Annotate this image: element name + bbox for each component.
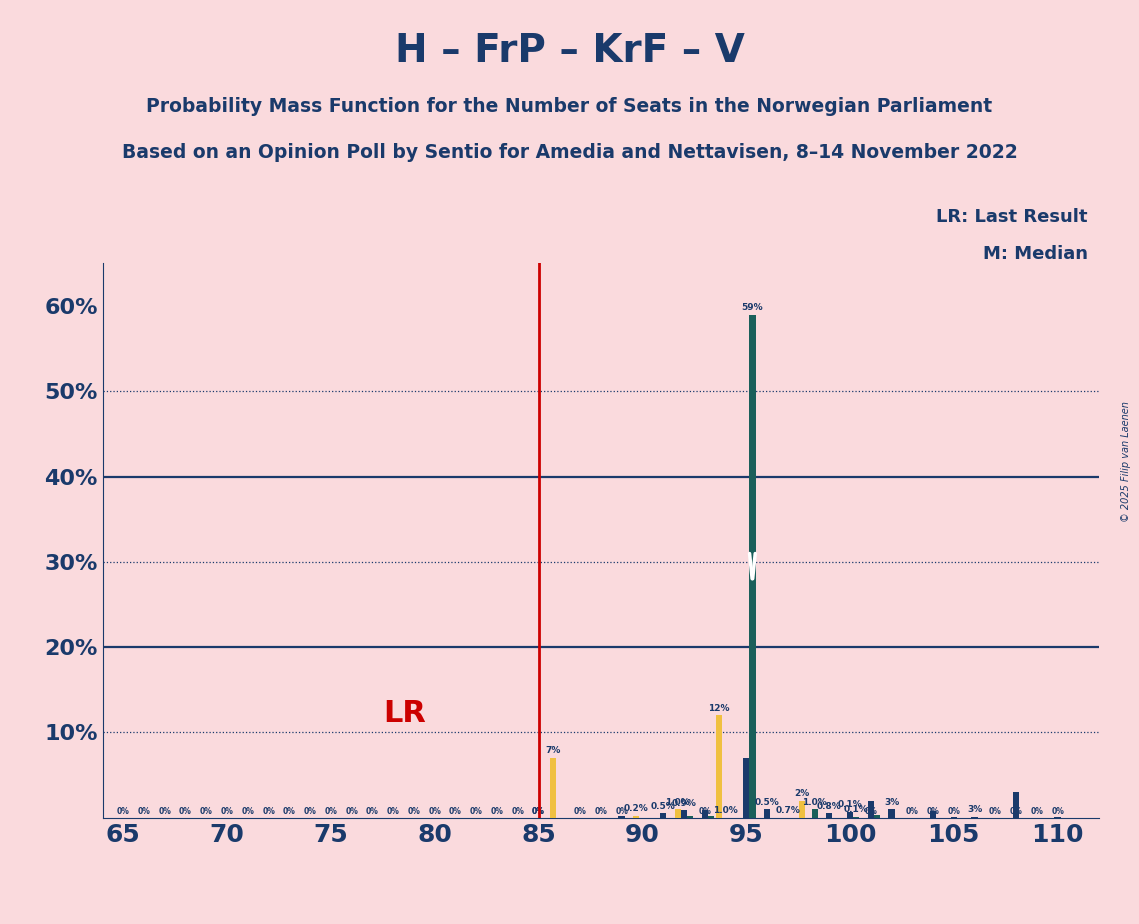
Text: 0%: 0% — [117, 808, 130, 817]
Bar — [929, 811, 936, 818]
Bar — [800, 801, 805, 818]
Text: H – FrP – KrF – V: H – FrP – KrF – V — [394, 32, 745, 70]
Bar — [847, 812, 853, 818]
Text: 0%: 0% — [449, 808, 462, 817]
Text: 0%: 0% — [491, 808, 503, 817]
Text: 0.8%: 0.8% — [817, 802, 842, 811]
Text: 7%: 7% — [546, 747, 560, 756]
Text: 0%: 0% — [366, 808, 379, 817]
Text: 0%: 0% — [595, 808, 607, 817]
Bar — [888, 809, 894, 818]
Bar — [812, 809, 818, 818]
Text: 0%: 0% — [158, 808, 171, 817]
Text: 0%: 0% — [532, 808, 544, 817]
Text: 0%: 0% — [199, 808, 213, 817]
Text: 12%: 12% — [708, 704, 730, 712]
Text: 0%: 0% — [428, 808, 441, 817]
Text: 0%: 0% — [927, 808, 940, 817]
Bar — [550, 758, 556, 818]
Text: 0%: 0% — [865, 808, 877, 817]
Bar — [749, 314, 755, 818]
Text: 0%: 0% — [345, 808, 358, 817]
Text: 1.0%: 1.0% — [665, 797, 690, 807]
Text: 3%: 3% — [884, 797, 899, 807]
Text: 1.0%: 1.0% — [802, 797, 827, 807]
Text: 0%: 0% — [282, 808, 296, 817]
Text: 0.1%: 0.1% — [844, 806, 869, 814]
Text: 0%: 0% — [179, 808, 192, 817]
Text: 0%: 0% — [262, 808, 274, 817]
Bar — [702, 810, 707, 818]
Text: 0%: 0% — [574, 808, 587, 817]
Text: 0.2%: 0.2% — [624, 805, 648, 813]
Text: 0%: 0% — [698, 808, 711, 817]
Bar — [681, 810, 687, 818]
Bar — [618, 816, 624, 818]
Text: 0%: 0% — [387, 808, 400, 817]
Bar — [633, 816, 639, 818]
Bar — [674, 809, 681, 818]
Bar — [743, 758, 749, 818]
Text: 0%: 0% — [532, 808, 544, 817]
Text: 59%: 59% — [741, 303, 763, 312]
Text: 0%: 0% — [469, 808, 483, 817]
Bar — [707, 816, 714, 818]
Text: 0%: 0% — [408, 808, 420, 817]
Text: 0%: 0% — [1051, 808, 1064, 817]
Text: 1.0%: 1.0% — [713, 806, 738, 815]
Text: M: Median: M: Median — [983, 245, 1088, 262]
Text: 0%: 0% — [325, 808, 337, 817]
Text: 0%: 0% — [615, 808, 628, 817]
Text: LR: Last Result: LR: Last Result — [936, 208, 1088, 225]
Text: 0%: 0% — [1031, 808, 1043, 817]
Bar — [868, 801, 874, 818]
Bar — [687, 816, 694, 818]
Text: 0%: 0% — [989, 808, 1002, 817]
Text: LR: LR — [383, 699, 426, 728]
Text: 0.5%: 0.5% — [650, 802, 675, 811]
Text: 0.5%: 0.5% — [754, 797, 779, 807]
Text: 0%: 0% — [906, 808, 919, 817]
Text: Probability Mass Function for the Number of Seats in the Norwegian Parliament: Probability Mass Function for the Number… — [147, 97, 992, 116]
Text: 0.9%: 0.9% — [671, 798, 696, 808]
Text: 2%: 2% — [795, 789, 810, 798]
Bar — [1013, 792, 1019, 818]
Text: 0%: 0% — [511, 808, 524, 817]
Text: 0%: 0% — [221, 808, 233, 817]
Text: 0.7%: 0.7% — [776, 806, 800, 815]
Text: 0%: 0% — [241, 808, 254, 817]
Text: 0%: 0% — [1009, 808, 1023, 817]
Text: 3%: 3% — [967, 806, 982, 814]
Text: © 2025 Filip van Laenen: © 2025 Filip van Laenen — [1121, 402, 1131, 522]
Text: 0.1%: 0.1% — [837, 800, 862, 809]
Text: 0%: 0% — [304, 808, 317, 817]
Bar — [659, 813, 666, 818]
Bar — [716, 715, 722, 818]
Text: 0%: 0% — [138, 808, 150, 817]
Text: 0%: 0% — [948, 808, 960, 817]
Bar — [764, 809, 770, 818]
Text: Based on an Opinion Poll by Sentio for Amedia and Nettavisen, 8–14 November 2022: Based on an Opinion Poll by Sentio for A… — [122, 143, 1017, 163]
Bar — [874, 815, 880, 818]
Bar — [826, 813, 833, 818]
